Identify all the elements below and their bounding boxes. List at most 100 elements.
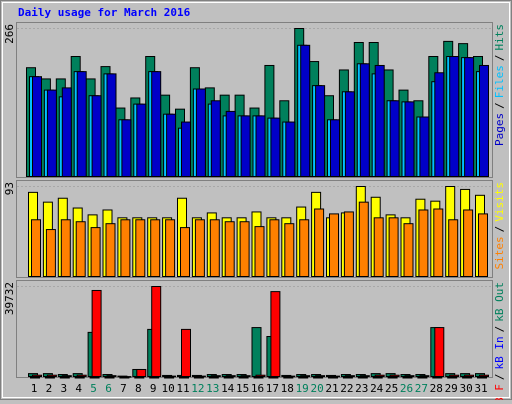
bar xyxy=(166,375,177,378)
x-tick-label: 10 xyxy=(161,382,174,395)
bar xyxy=(255,115,266,178)
bar xyxy=(358,201,369,277)
bar xyxy=(30,377,40,379)
bar xyxy=(121,119,132,177)
bar xyxy=(181,121,191,177)
bar xyxy=(149,377,160,379)
bar xyxy=(388,217,399,277)
bar xyxy=(134,377,145,379)
bar xyxy=(223,377,234,379)
x-tick-label: 12 xyxy=(191,382,204,395)
x-tick-label: 28 xyxy=(430,382,443,395)
bar xyxy=(403,223,414,278)
legend-entry: Files xyxy=(493,65,506,98)
x-tick-label: 22 xyxy=(340,382,353,395)
bar xyxy=(418,209,429,277)
bar xyxy=(329,213,339,277)
bar xyxy=(150,219,161,277)
bar xyxy=(224,221,235,277)
bar xyxy=(46,374,57,378)
bar xyxy=(344,375,355,378)
bar xyxy=(357,377,368,379)
bar xyxy=(477,377,487,379)
bar xyxy=(45,229,56,277)
x-tick-label: 6 xyxy=(105,382,112,395)
legend-entry: Hits xyxy=(493,24,506,51)
bar xyxy=(330,375,340,378)
x-tick-label: 17 xyxy=(266,382,279,395)
bar xyxy=(151,286,162,377)
bar xyxy=(387,377,398,379)
chart-title: Daily usage for March 2016 xyxy=(18,6,191,19)
bar xyxy=(298,377,309,379)
bar xyxy=(193,377,204,379)
y-max-label: 93 xyxy=(3,182,16,195)
bar xyxy=(164,377,175,379)
bar xyxy=(165,219,176,277)
bar xyxy=(328,377,338,379)
bar xyxy=(121,376,132,378)
bar xyxy=(180,227,190,277)
bar xyxy=(166,113,177,178)
bar xyxy=(464,374,475,378)
bar xyxy=(359,63,370,177)
y-max-label: 39732 xyxy=(3,282,16,315)
bar xyxy=(195,88,206,177)
bar xyxy=(389,374,400,378)
bar xyxy=(389,100,400,177)
x-tick-label: 5 xyxy=(90,382,97,395)
bar xyxy=(464,57,475,177)
x-tick-label: 16 xyxy=(251,382,264,395)
x-tick-label: 13 xyxy=(206,382,219,395)
x-tick-label: 2 xyxy=(46,382,53,395)
bar xyxy=(209,219,220,277)
bar xyxy=(268,377,279,379)
bar xyxy=(462,377,473,379)
bar xyxy=(74,377,85,379)
bar xyxy=(419,375,430,378)
bar xyxy=(434,72,445,177)
bar xyxy=(343,211,354,277)
bar xyxy=(32,374,42,378)
bar xyxy=(76,374,87,378)
bar xyxy=(60,219,71,277)
x-tick-label: 1 xyxy=(31,382,38,395)
bar xyxy=(479,374,489,378)
x-tick-label: 14 xyxy=(221,382,235,395)
bar xyxy=(75,221,86,277)
x-tick-label: 3 xyxy=(60,382,67,395)
bar xyxy=(404,101,415,177)
legend-entry: kB Out xyxy=(493,282,506,322)
bar xyxy=(285,121,296,177)
bar xyxy=(344,91,355,177)
bar xyxy=(448,219,459,277)
x-tick-label: 8 xyxy=(135,382,142,395)
bar xyxy=(151,71,162,177)
bar xyxy=(270,117,281,177)
x-tick-label: 25 xyxy=(385,382,398,395)
legend-separator: / xyxy=(493,55,506,62)
bar xyxy=(254,226,265,278)
x-tick-label: 26 xyxy=(400,382,413,395)
bar xyxy=(120,219,131,277)
x-tick-label: 4 xyxy=(75,382,82,395)
x-tick-label: 27 xyxy=(415,382,428,395)
bar xyxy=(240,115,251,178)
bar xyxy=(238,377,249,379)
x-tick-label: 21 xyxy=(325,382,338,395)
bar xyxy=(59,377,70,379)
bar xyxy=(76,71,87,177)
bar xyxy=(479,64,489,177)
bar xyxy=(359,375,370,378)
x-tick-label: 11 xyxy=(176,382,189,395)
legend: Pages / Files / Hits xyxy=(493,24,506,146)
legend-entry: Pages xyxy=(493,113,506,146)
bar xyxy=(404,375,415,378)
legend-entry: Visits xyxy=(493,182,506,222)
bar xyxy=(342,377,353,379)
frame-bevel xyxy=(2,2,510,398)
bar xyxy=(194,219,205,277)
bar xyxy=(46,89,57,177)
legend-separator: / xyxy=(493,326,506,333)
x-tick-label: 19 xyxy=(296,382,309,395)
